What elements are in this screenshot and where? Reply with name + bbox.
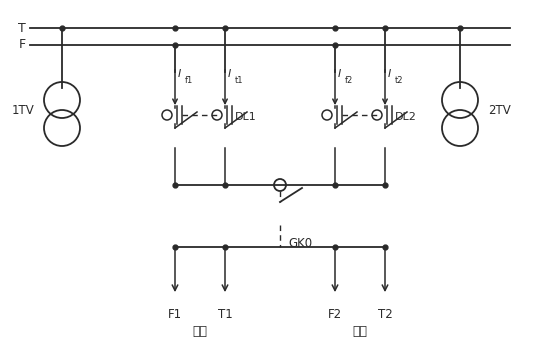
Text: DL2: DL2	[395, 112, 417, 122]
Text: GK0: GK0	[288, 237, 312, 250]
Text: f2: f2	[345, 76, 353, 85]
Text: I: I	[228, 69, 231, 79]
Text: F: F	[19, 39, 26, 51]
Text: F2: F2	[328, 308, 342, 321]
Text: t2: t2	[395, 76, 403, 85]
Text: 上行: 上行	[352, 325, 368, 338]
Text: I: I	[178, 69, 181, 79]
Text: I: I	[388, 69, 392, 79]
Text: I: I	[338, 69, 341, 79]
Text: T1: T1	[218, 308, 232, 321]
Text: 1TV: 1TV	[11, 103, 34, 116]
Text: T2: T2	[377, 308, 393, 321]
Text: t1: t1	[235, 76, 243, 85]
Text: F1: F1	[168, 308, 182, 321]
Text: T: T	[18, 22, 26, 34]
Text: 下行: 下行	[193, 325, 207, 338]
Text: 2TV: 2TV	[488, 103, 511, 116]
Text: DL1: DL1	[235, 112, 257, 122]
Text: f1: f1	[185, 76, 193, 85]
